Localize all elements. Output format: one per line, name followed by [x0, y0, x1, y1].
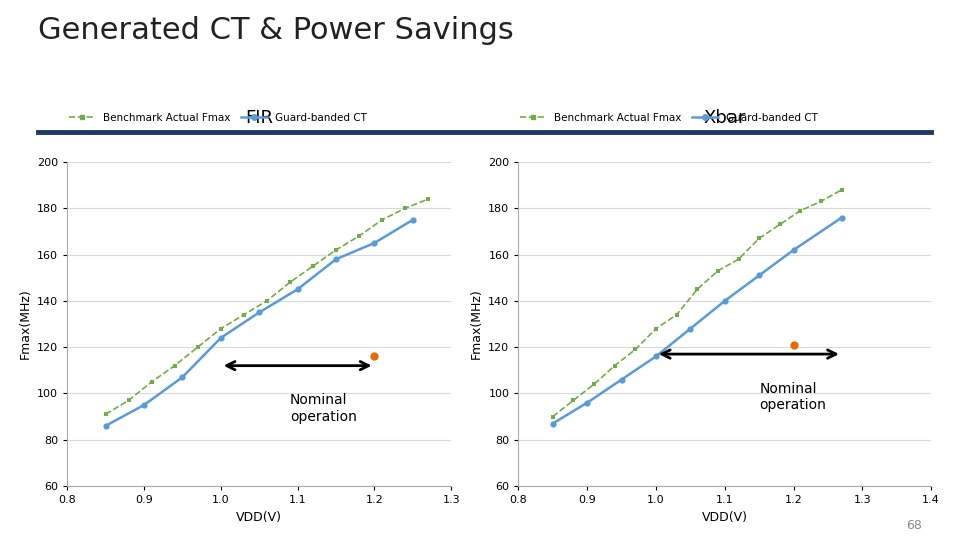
Title: FIR: FIR: [245, 109, 274, 127]
Legend: Benchmark Actual Fmax, Guard-banded CT: Benchmark Actual Fmax, Guard-banded CT: [516, 109, 822, 127]
Text: Nominal
operation: Nominal operation: [759, 382, 826, 412]
Text: Nominal
operation: Nominal operation: [290, 394, 357, 423]
X-axis label: VDD(V): VDD(V): [702, 511, 748, 524]
Legend: Benchmark Actual Fmax, Guard-banded CT: Benchmark Actual Fmax, Guard-banded CT: [64, 109, 372, 127]
Text: Generated CT & Power Savings: Generated CT & Power Savings: [38, 16, 515, 45]
Title: Xbar: Xbar: [704, 109, 746, 127]
X-axis label: VDD(V): VDD(V): [236, 511, 282, 524]
Y-axis label: Fmax(MHz): Fmax(MHz): [18, 288, 32, 360]
Text: 68: 68: [905, 519, 922, 532]
Y-axis label: Fmax(MHz): Fmax(MHz): [469, 288, 483, 360]
